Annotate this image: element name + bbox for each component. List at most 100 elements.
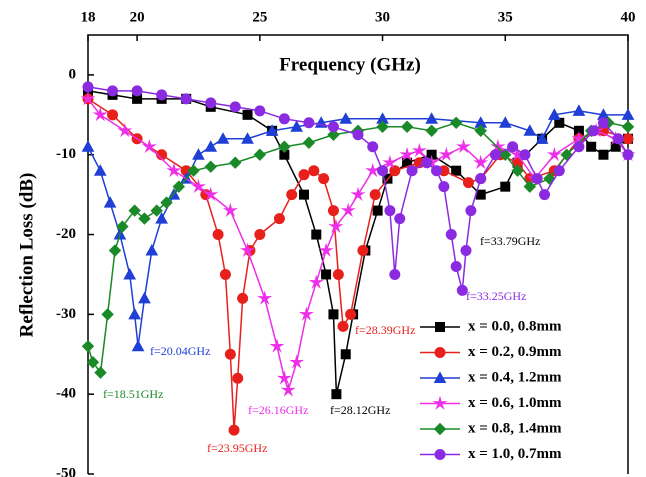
annotation: f=26.16GHz [248, 403, 308, 417]
y-tick-label: 0 [69, 66, 77, 82]
marker [103, 196, 117, 208]
series [80, 90, 636, 397]
marker [278, 113, 290, 125]
marker [507, 141, 519, 153]
marker [141, 138, 157, 154]
marker [303, 117, 315, 129]
marker [299, 189, 309, 200]
marker [352, 129, 364, 141]
marker [222, 202, 238, 217]
marker [298, 169, 310, 181]
marker [433, 371, 447, 383]
marker [546, 146, 562, 162]
marker [365, 162, 381, 178]
marker [421, 157, 433, 169]
marker [212, 229, 224, 241]
marker [242, 109, 253, 120]
marker [145, 243, 159, 256]
marker [298, 306, 314, 321]
marker [327, 121, 339, 133]
marker [571, 130, 587, 146]
marker [92, 106, 108, 122]
marker [449, 116, 463, 130]
legend-label: x = 0.0, 0.8mm [468, 318, 562, 334]
marker [500, 181, 511, 192]
marker [224, 348, 236, 360]
marker [394, 213, 406, 225]
marker [622, 149, 634, 161]
marker [434, 449, 446, 460]
marker [535, 132, 549, 144]
marker [460, 245, 472, 257]
marker [531, 173, 543, 185]
marker [586, 141, 597, 152]
marker [389, 165, 401, 177]
marker [128, 307, 141, 320]
marker [548, 108, 561, 120]
marker [219, 268, 231, 280]
marker [254, 105, 266, 117]
annotation: f=33.79GHz [480, 234, 540, 248]
marker [598, 149, 609, 160]
marker [372, 205, 383, 216]
marker [382, 154, 398, 170]
marker [350, 186, 366, 202]
marker [190, 178, 206, 194]
marker [339, 112, 353, 124]
legend-label: x = 1.0, 0.7mm [468, 446, 562, 462]
marker [411, 142, 427, 158]
marker [331, 389, 342, 400]
marker [621, 120, 635, 133]
marker [400, 120, 414, 133]
marker [160, 196, 173, 209]
x-tick-label: 18 [81, 9, 96, 25]
marker [572, 104, 586, 116]
marker [117, 122, 133, 138]
legend-label: x = 0.4, 1.2mm [468, 369, 562, 385]
marker [450, 260, 462, 272]
marker [612, 133, 624, 145]
marker [172, 180, 186, 193]
marker [150, 204, 163, 217]
x-tick-label: 35 [498, 9, 513, 25]
y-tick-label: -30 [56, 306, 76, 322]
marker [462, 177, 474, 189]
marker [425, 112, 438, 124]
x-axis-label: Frequency (GHz) [279, 54, 421, 75]
marker [82, 81, 94, 93]
marker [321, 269, 332, 280]
y-axis-label: Reflection Loss (dB) [16, 173, 37, 338]
marker [240, 242, 256, 257]
marker [588, 125, 600, 137]
marker [332, 268, 344, 280]
annotation: f=28.39GHz [355, 323, 415, 337]
marker [286, 189, 298, 201]
x-tick-label: 40 [621, 9, 636, 25]
marker [131, 85, 143, 97]
marker [489, 149, 501, 161]
marker [328, 309, 339, 320]
marker [431, 165, 443, 177]
marker [166, 162, 182, 178]
marker [438, 181, 450, 193]
marker [621, 108, 635, 120]
marker [311, 229, 322, 240]
marker [367, 141, 379, 153]
marker [229, 101, 241, 113]
annotation: f=23.95GHz [207, 441, 267, 455]
x-tick-label: 30 [375, 9, 390, 25]
marker [434, 347, 446, 358]
marker [229, 156, 242, 169]
marker [203, 186, 219, 202]
marker [116, 220, 129, 233]
marker [265, 124, 279, 136]
marker [107, 109, 119, 121]
marker [81, 340, 95, 353]
marker [475, 189, 486, 200]
marker [273, 213, 285, 225]
marker [377, 165, 389, 177]
marker [474, 124, 487, 137]
marker [80, 90, 96, 106]
legend-label: x = 0.8, 1.4mm [468, 420, 562, 436]
marker [81, 140, 95, 152]
